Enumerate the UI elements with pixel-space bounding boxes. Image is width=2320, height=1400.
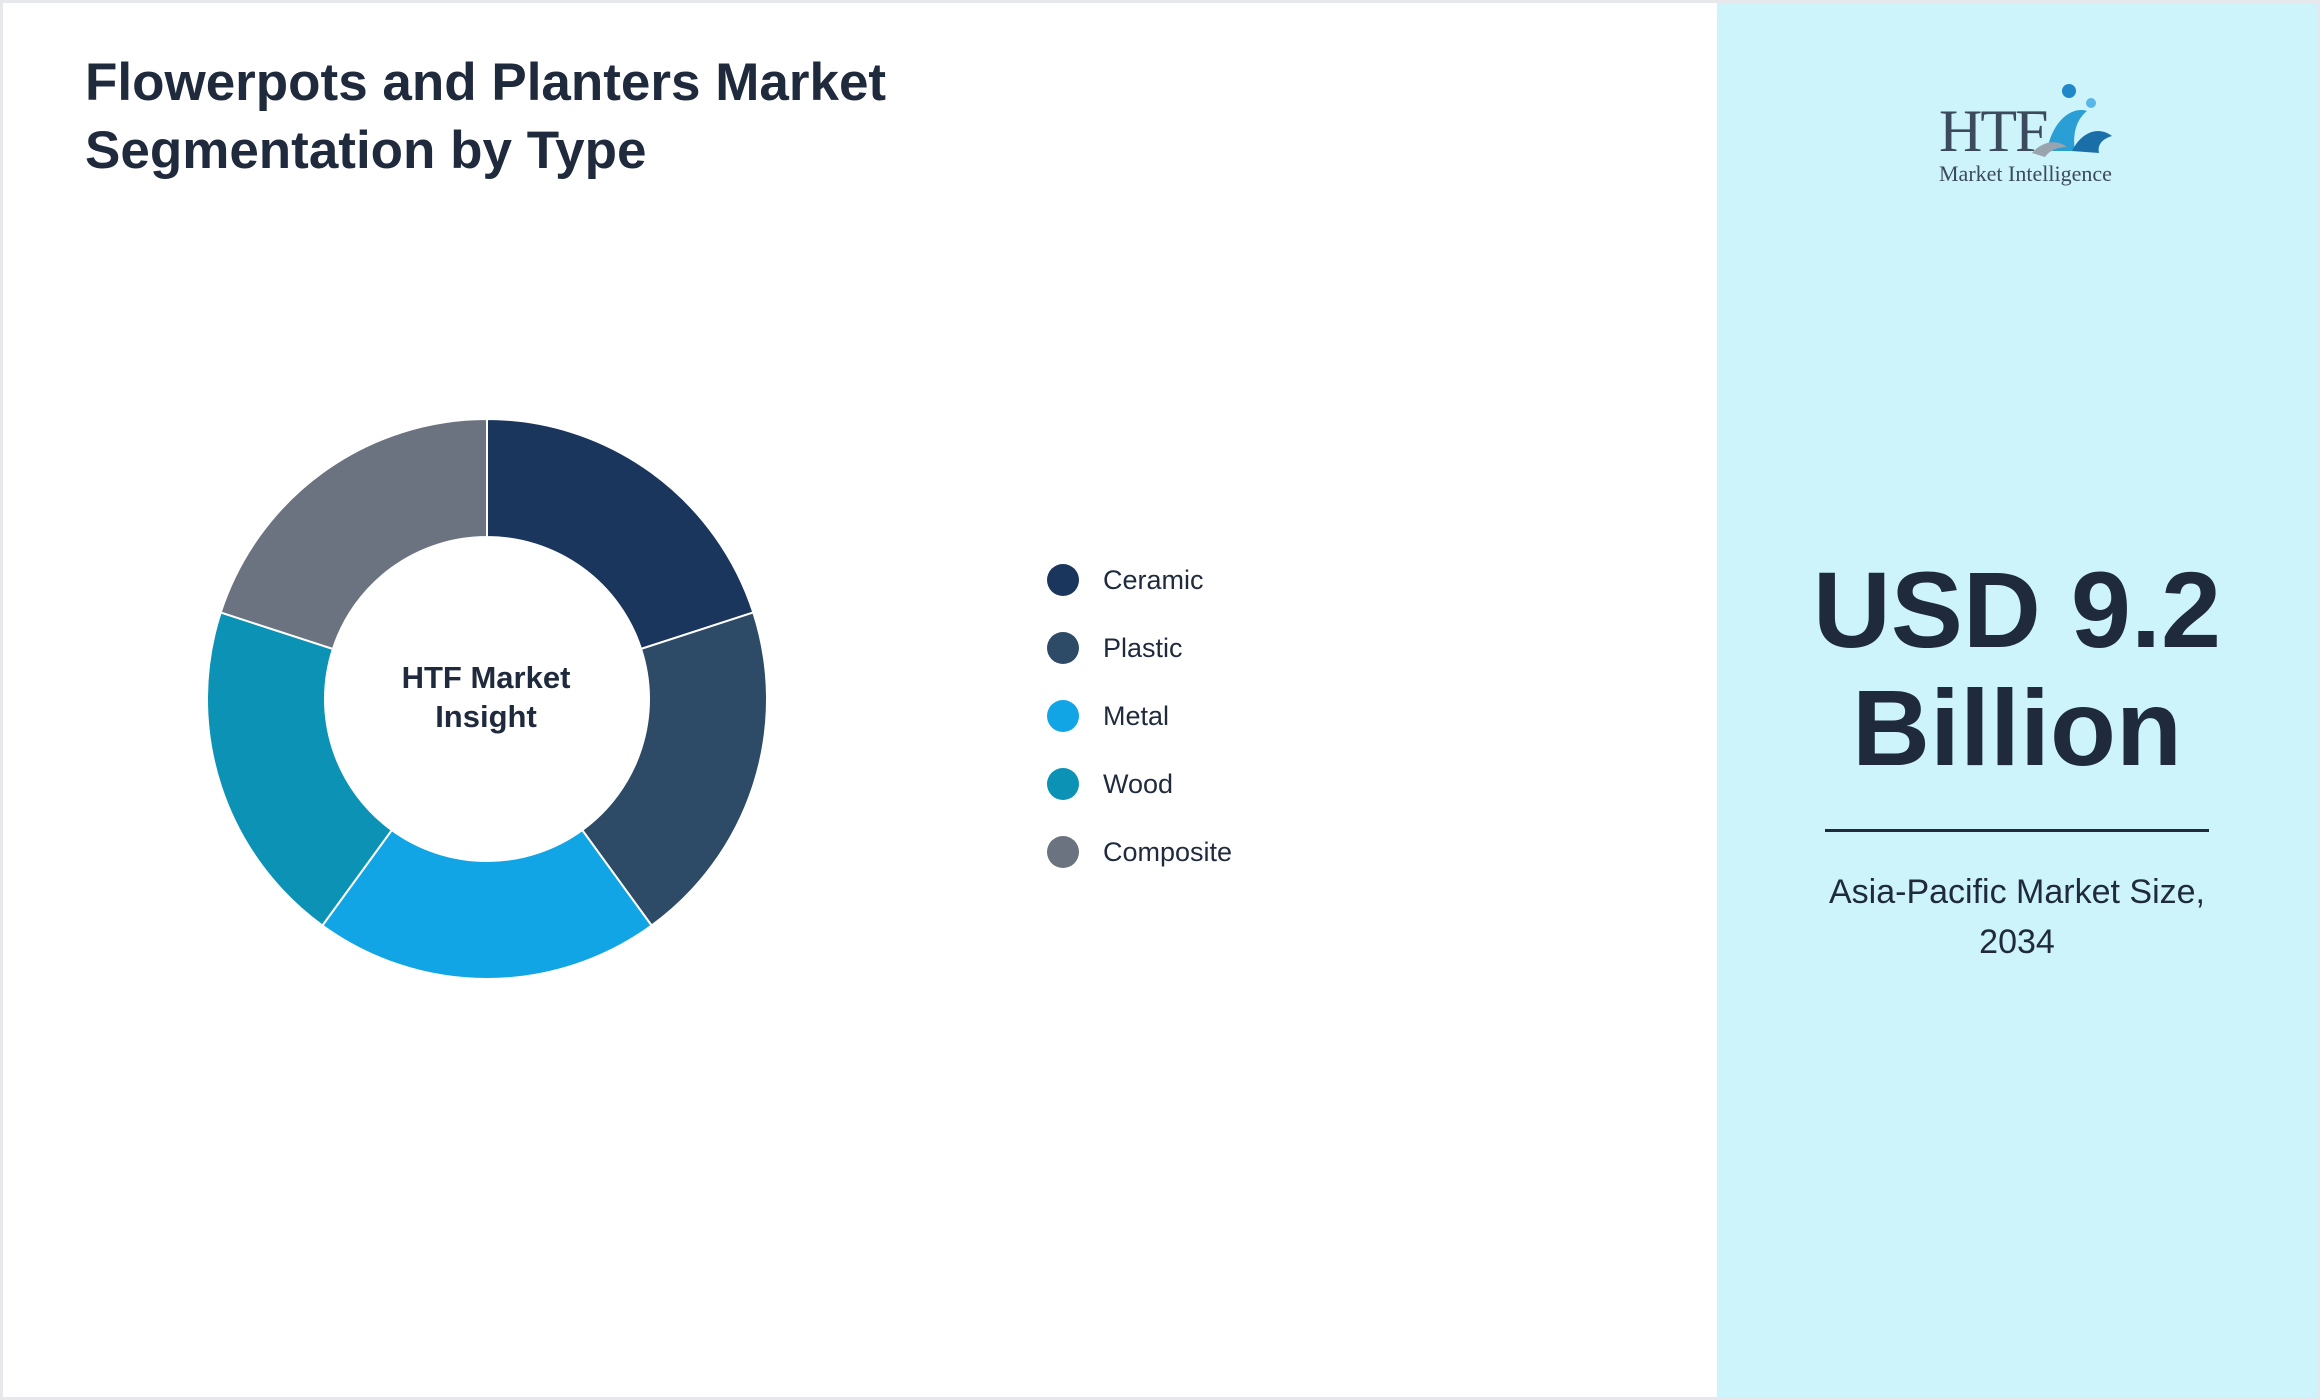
legend-swatch xyxy=(1047,768,1079,800)
chart-legend: Ceramic Plastic Metal Wood Composite xyxy=(1047,546,1232,886)
value-line-2: Billion xyxy=(1852,667,2182,788)
center-label-line-1: HTF Market xyxy=(401,660,571,695)
donut-slice-composite xyxy=(219,417,488,651)
legend-label: Metal xyxy=(1103,700,1170,731)
market-size-caption: Asia-Pacific Market Size, 2034 xyxy=(1717,867,2317,967)
donut-slice-plastic xyxy=(580,611,768,927)
page-title: Flowerpots and Planters Market Segmentat… xyxy=(85,49,1085,185)
caption-line-2: 2034 xyxy=(1979,923,2055,961)
legend-item-wood: Wood xyxy=(1047,750,1232,818)
htf-logo: HTF Market Intelligence xyxy=(1927,81,2117,191)
title-line-2: Segmentation by Type xyxy=(85,121,647,180)
donut-center-label: HTF Market Insight xyxy=(336,658,636,736)
market-size-value: USD 9.2 Billion xyxy=(1717,551,2317,787)
caption-line-1: Asia-Pacific Market Size, xyxy=(1829,873,2205,911)
legend-label: Ceramic xyxy=(1103,564,1204,595)
legend-label: Plastic xyxy=(1103,632,1183,663)
legend-swatch xyxy=(1047,836,1079,868)
center-label-line-2: Insight xyxy=(435,699,537,734)
value-line-1: USD 9.2 xyxy=(1812,549,2222,670)
legend-item-composite: Composite xyxy=(1047,818,1232,886)
logo-tagline: Market Intelligence xyxy=(1939,161,2112,186)
infographic-card: Flowerpots and Planters Market Segmentat… xyxy=(3,3,2317,1397)
legend-item-ceramic: Ceramic xyxy=(1047,546,1232,614)
legend-label: Composite xyxy=(1103,836,1233,867)
legend-item-plastic: Plastic xyxy=(1047,614,1232,682)
legend-swatch xyxy=(1047,564,1079,596)
legend-swatch xyxy=(1047,700,1079,732)
donut-slice-metal xyxy=(321,828,653,981)
legend-label: Wood xyxy=(1103,768,1174,799)
htf-logo-icon xyxy=(2032,84,2112,157)
title-line-1: Flowerpots and Planters Market xyxy=(85,53,887,112)
donut-chart xyxy=(206,417,768,981)
side-panel: HTF Market Intelligence USD 9.2 Billion … xyxy=(1717,3,2317,1397)
legend-swatch xyxy=(1047,632,1079,664)
legend-item-metal: Metal xyxy=(1047,682,1232,750)
divider xyxy=(1825,829,2209,832)
donut-slice-ceramic xyxy=(486,417,755,651)
logo-text: HTF xyxy=(1939,98,2048,164)
donut-slice-wood xyxy=(206,611,394,927)
